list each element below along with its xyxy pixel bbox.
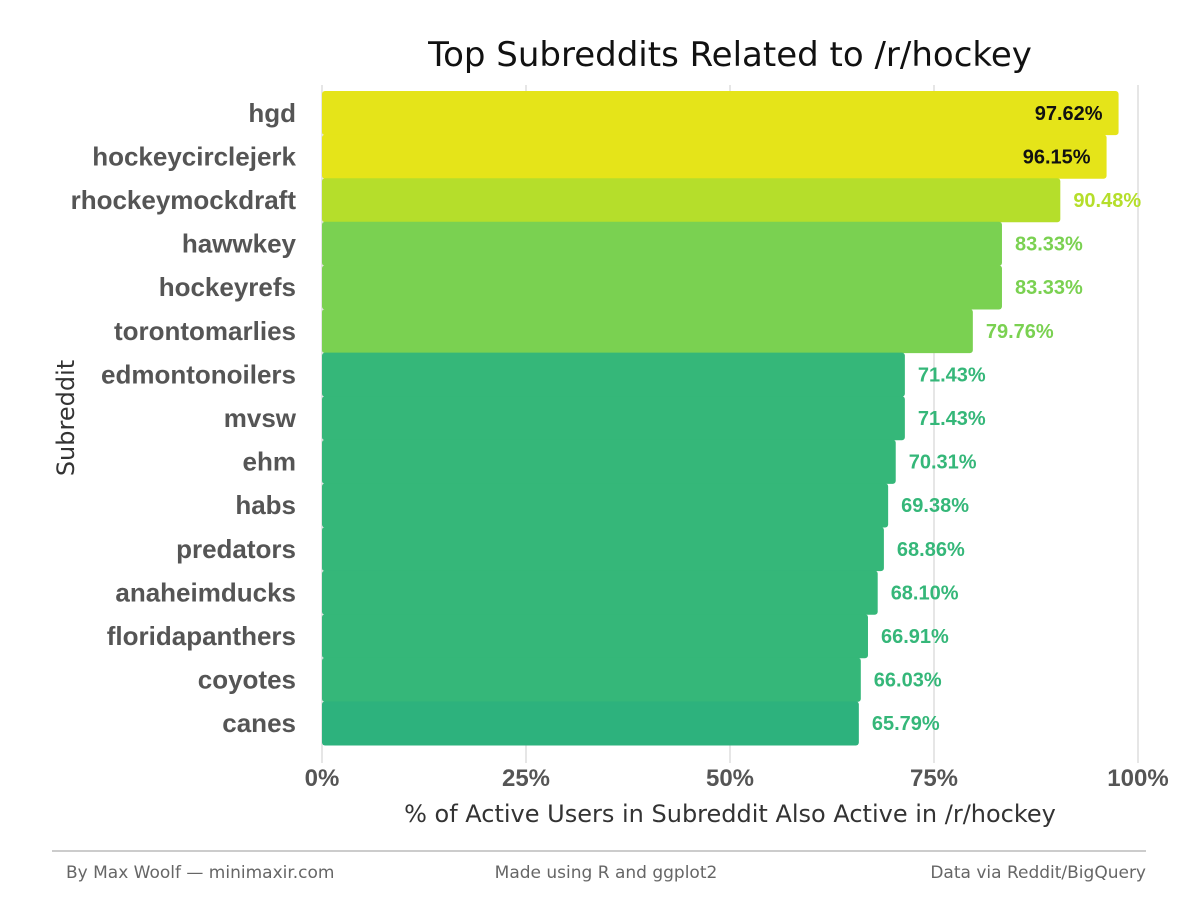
category-label: ehm bbox=[243, 447, 296, 477]
bar bbox=[322, 483, 889, 528]
bars bbox=[322, 91, 1119, 746]
data-label: 66.91% bbox=[881, 626, 949, 648]
data-label: 79.76% bbox=[986, 321, 1054, 343]
data-label: 96.15% bbox=[1023, 146, 1091, 168]
x-tick-label: 0% bbox=[305, 765, 340, 792]
category-label: floridapanthers bbox=[107, 621, 296, 651]
bar bbox=[322, 614, 868, 659]
bar bbox=[322, 91, 1119, 136]
data-labels: 97.62%96.15%90.48%83.33%83.33%79.76%71.4… bbox=[872, 103, 1142, 735]
bar bbox=[322, 309, 973, 354]
data-label: 68.86% bbox=[897, 539, 965, 561]
data-label: 83.33% bbox=[1015, 234, 1083, 256]
data-label: 65.79% bbox=[872, 713, 940, 735]
bar bbox=[322, 178, 1061, 223]
category-label: mvsw bbox=[224, 403, 297, 433]
x-tick-label: 25% bbox=[502, 765, 550, 792]
bar bbox=[322, 352, 905, 397]
category-label: torontomarlies bbox=[114, 316, 296, 346]
bar bbox=[322, 134, 1107, 179]
x-axis-title: % of Active Users in Subreddit Also Acti… bbox=[404, 800, 1056, 828]
data-label: 66.03% bbox=[874, 670, 942, 692]
bar bbox=[322, 221, 1002, 266]
data-label: 97.62% bbox=[1035, 103, 1103, 125]
bar bbox=[322, 701, 859, 746]
footer-tooling: Made using R and ggplot2 bbox=[495, 863, 718, 883]
category-label: habs bbox=[235, 490, 296, 520]
category-label: hockeycirclejerk bbox=[92, 141, 296, 171]
footer-credit: By Max Woolf — minimaxir.com bbox=[66, 863, 335, 883]
x-tick-labels: 0% 25% 50% 75% 100% bbox=[305, 765, 1169, 792]
data-label: 70.31% bbox=[909, 452, 977, 474]
category-label: hawwkey bbox=[182, 229, 297, 259]
category-label: edmontonoilers bbox=[101, 359, 296, 389]
data-label: 71.43% bbox=[918, 408, 986, 430]
category-label: rhockeymockdraft bbox=[71, 185, 297, 215]
bar bbox=[322, 396, 905, 441]
chart-title: Top Subreddits Related to /r/hockey bbox=[427, 35, 1032, 75]
footer-source: Data via Reddit/BigQuery bbox=[930, 863, 1146, 883]
x-tick-label: 50% bbox=[706, 765, 754, 792]
category-label: hockeyrefs bbox=[159, 272, 296, 302]
bar bbox=[322, 570, 878, 615]
category-label: anaheimducks bbox=[115, 577, 296, 607]
category-labels: hgd hockeycirclejerk rhockeymockdraft hawwk… bbox=[71, 98, 297, 738]
category-label: canes bbox=[222, 708, 296, 738]
y-axis-title: Subreddit bbox=[52, 360, 80, 476]
bar bbox=[322, 439, 896, 484]
data-label: 83.33% bbox=[1015, 277, 1083, 299]
data-label: 71.43% bbox=[918, 364, 986, 386]
category-label: coyotes bbox=[198, 665, 296, 695]
data-label: 90.48% bbox=[1073, 190, 1141, 212]
data-label: 68.10% bbox=[891, 582, 959, 604]
category-label: predators bbox=[176, 534, 296, 564]
data-label: 69.38% bbox=[901, 495, 969, 517]
x-tick-label: 100% bbox=[1107, 765, 1168, 792]
category-label: hgd bbox=[248, 98, 296, 128]
bar bbox=[322, 657, 861, 702]
bar bbox=[322, 527, 884, 572]
x-tick-label: 75% bbox=[910, 765, 958, 792]
bar bbox=[322, 265, 1002, 310]
